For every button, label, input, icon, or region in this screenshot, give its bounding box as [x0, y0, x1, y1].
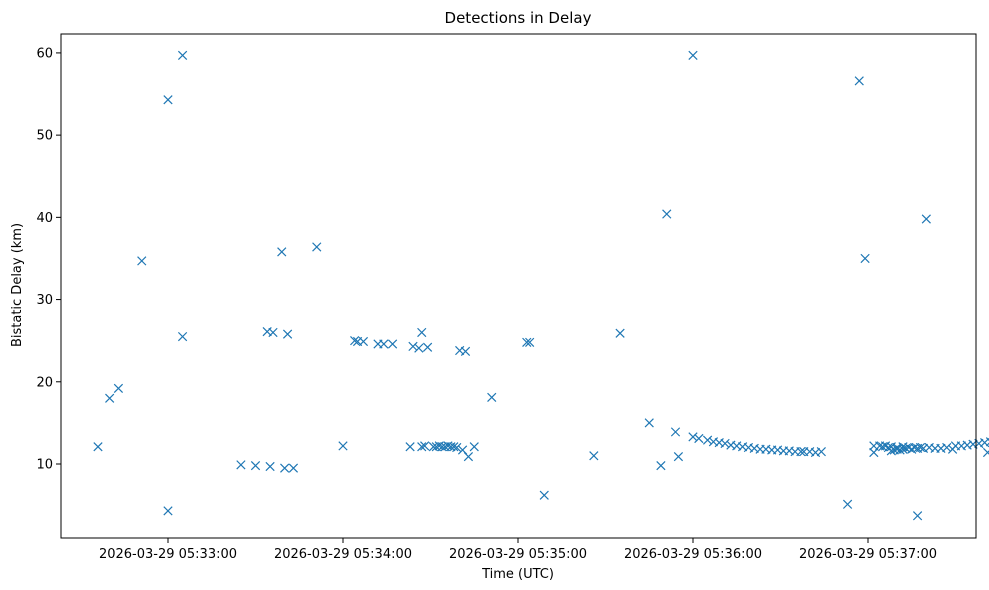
data-point	[921, 214, 931, 224]
data-point	[93, 442, 103, 452]
data-point	[670, 427, 681, 437]
data-point	[898, 444, 908, 454]
data-point	[522, 337, 532, 347]
data-point	[280, 463, 290, 473]
data-point	[408, 341, 418, 352]
x-tick-label: 2026-03-29 05:33:00	[99, 547, 237, 562]
data-point	[420, 441, 430, 451]
data-point	[985, 437, 989, 447]
data-point	[463, 451, 474, 462]
data-point	[688, 50, 698, 61]
x-tick-label: 2026-03-29 05:36:00	[624, 547, 762, 562]
data-point	[816, 447, 826, 457]
data-point	[673, 451, 684, 462]
data-point	[942, 442, 952, 453]
data-point	[277, 247, 287, 257]
x-axis-label: Time (UTC)	[481, 567, 554, 582]
data-point	[282, 329, 293, 339]
data-point	[912, 511, 923, 521]
data-point	[644, 418, 654, 428]
y-tick-label: 30	[36, 293, 53, 308]
y-axis-label: Bistatic Delay (km)	[10, 223, 25, 347]
plot-area	[60, 33, 977, 539]
y-tick-label: 10	[36, 458, 53, 473]
data-point	[288, 463, 299, 473]
data-point	[615, 328, 625, 338]
data-point	[268, 327, 278, 338]
y-axis: 10 20 30 40 50 60	[36, 46, 61, 473]
data-point	[358, 336, 369, 347]
data-point	[720, 438, 730, 449]
data-point	[250, 461, 261, 471]
data-point	[405, 442, 415, 452]
data-point	[449, 442, 459, 452]
data-point	[113, 383, 124, 393]
data-point	[854, 76, 864, 86]
data-point	[469, 442, 479, 452]
data-point	[105, 393, 115, 403]
y-tick-label: 50	[36, 129, 53, 144]
y-tick-label: 40	[36, 211, 53, 226]
data-points	[93, 50, 989, 521]
data-point	[452, 442, 462, 453]
data-point	[589, 451, 599, 461]
data-point	[417, 327, 427, 338]
data-point	[177, 331, 188, 342]
data-point	[163, 506, 173, 516]
y-tick-label: 60	[36, 46, 53, 61]
data-point	[163, 95, 173, 105]
data-point	[662, 209, 672, 219]
x-tick-label: 2026-03-29 05:35:00	[449, 547, 587, 562]
data-point	[487, 392, 497, 403]
data-point	[656, 461, 666, 471]
chart-title: Detections in Delay	[445, 9, 592, 27]
data-point	[982, 447, 989, 458]
data-point	[422, 342, 433, 352]
data-point	[688, 432, 698, 442]
x-tick-label: 2026-03-29 05:34:00	[274, 547, 412, 562]
data-point	[387, 339, 398, 349]
data-point	[236, 460, 246, 470]
data-point	[886, 446, 896, 456]
y-tick-label: 20	[36, 375, 53, 390]
data-point	[379, 339, 389, 349]
data-point	[915, 442, 926, 453]
data-point	[702, 435, 713, 445]
data-point	[350, 336, 360, 346]
data-point	[460, 346, 471, 356]
data-point	[860, 253, 870, 264]
data-point	[312, 242, 322, 252]
data-point	[539, 490, 549, 500]
x-tick-label: 2026-03-29 05:37:00	[799, 547, 937, 562]
data-point	[417, 442, 427, 452]
data-point	[525, 337, 535, 347]
data-point	[796, 447, 806, 457]
data-point	[694, 433, 704, 444]
data-point	[338, 441, 348, 451]
data-point	[265, 461, 275, 472]
data-point	[177, 50, 188, 61]
data-point	[414, 343, 424, 353]
data-point	[137, 256, 147, 266]
data-point	[842, 499, 853, 509]
x-axis: 2026-03-29 05:33:00 2026-03-29 05:34:00 20…	[99, 538, 937, 562]
